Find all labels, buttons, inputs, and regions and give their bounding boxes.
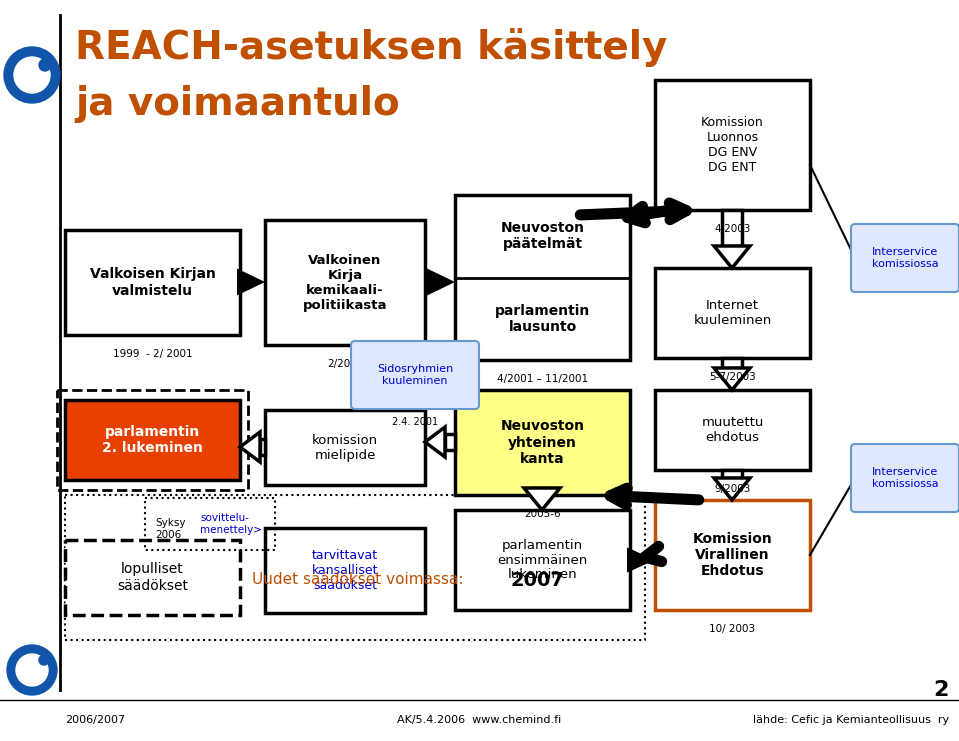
Circle shape (39, 655, 49, 665)
Text: 9/2003: 9/2003 (714, 484, 751, 494)
Text: muutettu
ehdotus: muutettu ehdotus (701, 416, 763, 444)
Bar (57, 390, 248, 490)
Text: parlamentin
lausunto: parlamentin lausunto (495, 304, 590, 334)
Bar (265, 220, 425, 345)
Text: tarvittavat
kansalliset
säädökset: tarvittavat kansalliset säädökset (312, 549, 378, 592)
Text: 2: 2 (934, 680, 949, 700)
Text: Syksy
2006: Syksy 2006 (155, 518, 185, 539)
Polygon shape (427, 268, 455, 296)
Polygon shape (532, 488, 552, 495)
Polygon shape (722, 470, 742, 478)
Text: lähde: Cefic ja Kemianteollisuus  ry: lähde: Cefic ja Kemianteollisuus ry (753, 715, 949, 725)
Text: REACH-asetuksen käsittely: REACH-asetuksen käsittely (75, 28, 667, 67)
Text: komission
mielipide: komission mielipide (312, 433, 378, 462)
FancyBboxPatch shape (851, 444, 959, 512)
Text: lopulliset
säädökset: lopulliset säädökset (117, 562, 188, 593)
Bar (455, 390, 630, 495)
Text: Sidosryhmien
kuuleminen: Sidosryhmien kuuleminen (377, 364, 453, 386)
Circle shape (16, 654, 48, 686)
Text: 2007: 2007 (510, 571, 564, 590)
Text: parlamentin
2. lukeminen: parlamentin 2. lukeminen (102, 425, 203, 455)
Text: Komission
Virallinen
Ehdotus: Komission Virallinen Ehdotus (692, 532, 772, 578)
Polygon shape (627, 548, 655, 573)
Polygon shape (425, 427, 445, 457)
Polygon shape (714, 478, 750, 500)
Bar (655, 268, 810, 358)
Text: Uudet säädökset voimassa:: Uudet säädökset voimassa: (252, 573, 468, 588)
Text: Neuvoston
päätelmät: Neuvoston päätelmät (501, 221, 584, 251)
Bar (65, 400, 240, 480)
Bar (655, 500, 810, 610)
Polygon shape (714, 246, 750, 268)
Polygon shape (260, 439, 265, 455)
Bar (655, 80, 810, 210)
Text: Valkoinen
Kirja
kemikaali-
politiikasta: Valkoinen Kirja kemikaali- politiikasta (303, 253, 387, 311)
Polygon shape (524, 488, 560, 510)
Text: ja voimaantulo: ja voimaantulo (75, 85, 400, 123)
Text: Valkoisen Kirjan
valmistelu: Valkoisen Kirjan valmistelu (89, 268, 216, 298)
Text: 10/ 2003: 10/ 2003 (710, 624, 756, 634)
Text: sovittelu-
menettely>: sovittelu- menettely> (200, 513, 262, 534)
Text: 2/2001: 2/2001 (327, 359, 363, 369)
Bar (455, 195, 630, 360)
Polygon shape (237, 268, 265, 296)
Text: parlamentin
ensimmäinen
lukeminen: parlamentin ensimmäinen lukeminen (498, 539, 588, 582)
Circle shape (4, 47, 60, 103)
Bar (455, 510, 630, 610)
Text: Komission
Luonnos
DG ENV
DG ENT: Komission Luonnos DG ENV DG ENT (701, 116, 764, 174)
Text: AK/5.4.2006  www.chemind.fi: AK/5.4.2006 www.chemind.fi (397, 715, 562, 725)
Polygon shape (627, 553, 630, 567)
Bar (265, 410, 425, 485)
Text: 4/2001 – 11/2001: 4/2001 – 11/2001 (497, 374, 588, 384)
Circle shape (14, 57, 50, 93)
Polygon shape (240, 432, 260, 462)
Polygon shape (722, 210, 742, 246)
Text: Internet
kuuleminen: Internet kuuleminen (693, 299, 772, 327)
Text: 2006/2007: 2006/2007 (65, 715, 125, 725)
Text: Interservice
komissiossa: Interservice komissiossa (872, 467, 938, 489)
Polygon shape (445, 434, 455, 450)
Bar (265, 528, 425, 613)
Polygon shape (425, 274, 427, 290)
FancyBboxPatch shape (351, 341, 479, 409)
FancyBboxPatch shape (851, 224, 959, 292)
Text: Neuvoston
yhteinen
kanta: Neuvoston yhteinen kanta (501, 419, 584, 465)
Text: 2005-6: 2005-6 (525, 509, 561, 519)
Circle shape (39, 59, 51, 71)
Bar (65, 230, 240, 335)
Polygon shape (237, 274, 240, 290)
Bar (655, 390, 810, 470)
Text: 5-7/2003: 5-7/2003 (709, 372, 756, 382)
Text: 4/2003: 4/2003 (714, 224, 751, 234)
Text: 1999  - 2/ 2001: 1999 - 2/ 2001 (113, 349, 193, 359)
Text: 2.4. 2001: 2.4. 2001 (392, 417, 438, 427)
Polygon shape (722, 358, 742, 368)
Circle shape (7, 645, 57, 695)
Bar (65, 540, 240, 615)
Text: Interservice
komissiossa: Interservice komissiossa (872, 247, 938, 269)
Polygon shape (714, 368, 750, 390)
